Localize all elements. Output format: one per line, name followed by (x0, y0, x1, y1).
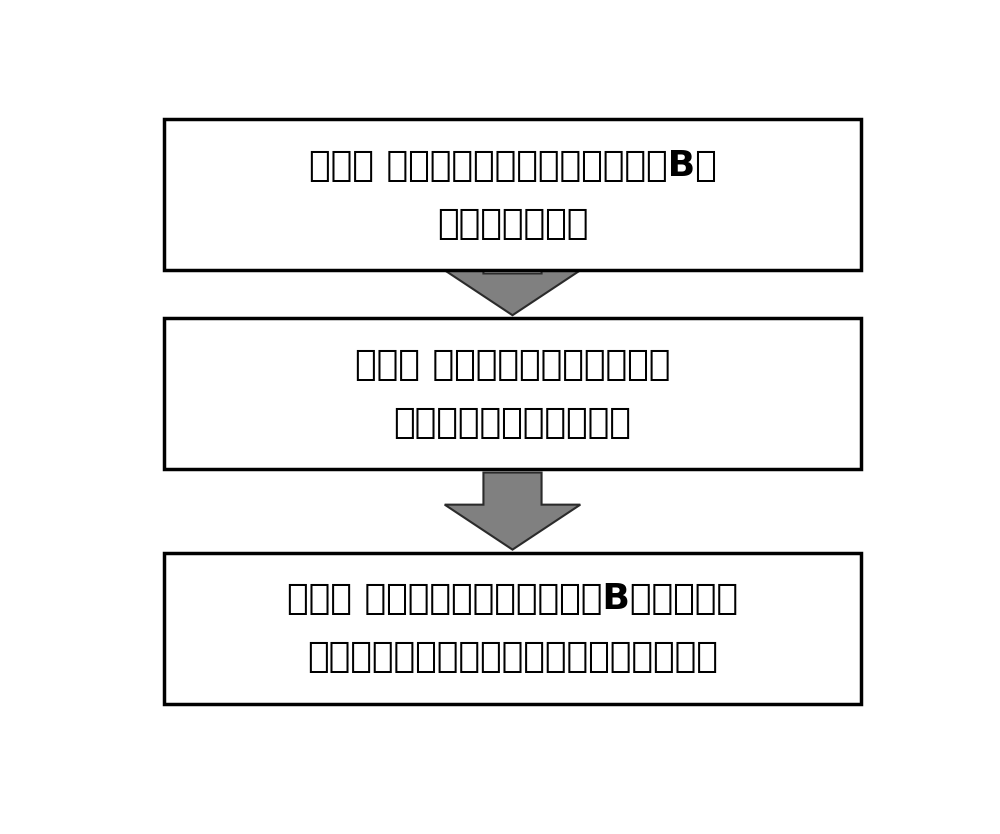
Polygon shape (445, 473, 580, 550)
Text: 第二步 激光脉冲与直流电压同时: 第二步 激光脉冲与直流电压同时 (355, 348, 670, 382)
Text: 第三步 基于宽带隙半导体器件的B类推挽式放: 第三步 基于宽带隙半导体器件的B类推挽式放 (287, 582, 738, 616)
Text: 第一步 构建基于宽带隙半导体器件的B类: 第一步 构建基于宽带隙半导体器件的B类 (309, 149, 716, 183)
Polygon shape (445, 270, 580, 315)
Bar (164, 553, 861, 704)
Bar (164, 319, 861, 470)
Text: 作用于宽带隙半导体器件: 作用于宽带隙半导体器件 (394, 406, 631, 440)
Text: 大电路在光电信号激励下进行光电微波放大: 大电路在光电信号激励下进行光电微波放大 (307, 641, 718, 674)
Text: 推挽式放大电路: 推挽式放大电路 (437, 207, 588, 241)
Bar (164, 119, 861, 270)
